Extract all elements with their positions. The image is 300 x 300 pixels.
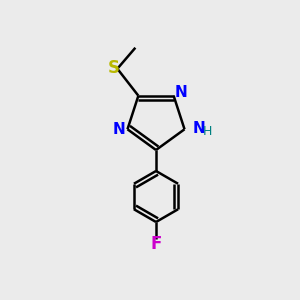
Text: N: N	[113, 122, 125, 137]
Text: N: N	[175, 85, 188, 100]
Text: S: S	[108, 59, 120, 77]
Text: H: H	[202, 124, 212, 138]
Text: F: F	[150, 235, 162, 253]
Text: N: N	[193, 121, 206, 136]
